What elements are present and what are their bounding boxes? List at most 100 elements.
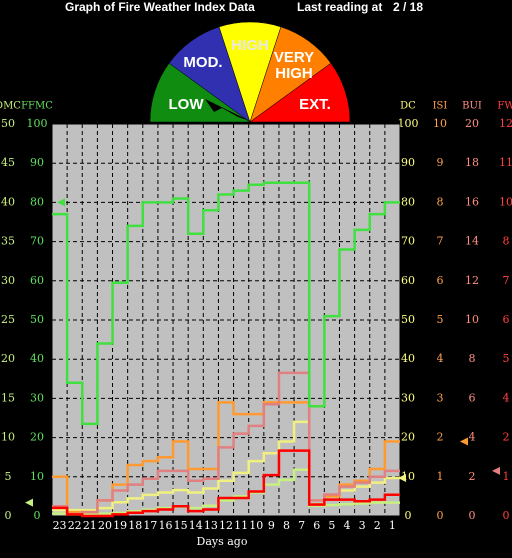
y-tick-label: 4	[503, 391, 510, 404]
y-tick-label: 20	[1, 352, 15, 365]
x-tick-label: 12	[219, 519, 233, 532]
x-tick-label: 11	[234, 519, 248, 532]
y-tick-label: 7	[437, 235, 444, 248]
y-tick-label: 8	[469, 352, 476, 365]
y-tick-label: 70	[401, 235, 415, 248]
x-tick-label: 2	[374, 519, 381, 532]
y-tick-label: 80	[401, 195, 415, 208]
y-tick-label: 20	[401, 431, 415, 444]
last-value-marker	[492, 466, 500, 475]
x-tick-label: 4	[344, 519, 351, 532]
y-tick-label: 6	[437, 274, 444, 287]
axis-title: ISI	[433, 101, 448, 112]
y-tick-label: 10	[433, 117, 447, 130]
danger-gauge	[149, 21, 351, 123]
last-reading-label: Last reading at	[297, 0, 382, 14]
y-tick-label: 8	[437, 195, 444, 208]
x-tick-label: 13	[204, 519, 218, 532]
y-tick-label: 3	[437, 391, 444, 404]
last-value-marker	[460, 437, 468, 446]
series-line	[52, 371, 400, 516]
x-tick-label: 20	[98, 519, 112, 532]
y-tick-label: 20	[30, 431, 44, 444]
y-tick-label: 50	[401, 313, 415, 326]
y-tick-label: 35	[1, 235, 15, 248]
y-tick-label: 60	[401, 274, 415, 287]
y-tick-label: 4	[437, 352, 444, 365]
y-tick-label: 14	[465, 235, 479, 248]
y-tick-label: 7	[503, 274, 510, 287]
y-tick-label: 0	[503, 509, 510, 522]
x-tick-label: 22	[68, 519, 82, 532]
y-tick-label: 10	[30, 470, 44, 483]
y-tick-label: 2	[469, 470, 476, 483]
y-tick-label: 5	[5, 470, 12, 483]
last-reading: 2 / 18	[393, 0, 423, 14]
y-tick-label: 6	[469, 391, 476, 404]
y-tick-label: 1	[437, 470, 444, 483]
x-tick-label: 1	[389, 519, 396, 532]
gauge-label: EXT.	[299, 96, 331, 113]
gauge-segment	[249, 62, 351, 123]
y-tick-label: 70	[30, 235, 44, 248]
y-tick-label: 50	[1, 117, 15, 130]
x-tick-label: 14	[189, 519, 203, 532]
x-tick-label: 18	[128, 519, 142, 532]
x-tick-label: 5	[328, 519, 335, 532]
y-tick-label: 12	[499, 117, 512, 130]
y-tick-label: 18	[465, 156, 479, 169]
x-tick-label: 16	[158, 519, 172, 532]
x-tick-label: 6	[313, 519, 320, 532]
y-tick-label: 4	[469, 431, 476, 444]
axis-title: DMC	[0, 101, 21, 112]
x-tick-label: 19	[113, 519, 127, 532]
axis-title: FW	[497, 101, 512, 112]
x-axis-title: Days ago	[197, 535, 248, 548]
axis-title: DC	[400, 101, 416, 112]
y-tick-label: 9	[437, 156, 444, 169]
y-tick-label: 10	[499, 195, 512, 208]
plot-border	[51, 123, 401, 517]
y-tick-label: 30	[30, 391, 44, 404]
y-tick-label: 80	[30, 195, 44, 208]
y-tick-label: 40	[1, 195, 15, 208]
y-tick-label: 5	[437, 313, 444, 326]
y-tick-label: 90	[30, 156, 44, 169]
y-tick-label: 0	[5, 509, 12, 522]
x-tick-label: 7	[298, 519, 305, 532]
last-value-marker	[57, 198, 65, 207]
y-tick-label: 12	[465, 274, 479, 287]
y-tick-label: 40	[401, 352, 415, 365]
y-tick-label: 1	[503, 470, 510, 483]
y-tick-label: 2	[437, 431, 444, 444]
y-tick-label: 20	[465, 117, 479, 130]
y-tick-label: 50	[30, 313, 44, 326]
y-tick-label: 0	[34, 509, 41, 522]
x-tick-label: 23	[53, 519, 67, 532]
gauge-label: MOD.	[183, 54, 222, 71]
y-tick-label: 15	[1, 391, 15, 404]
x-tick-label: 9	[268, 519, 275, 532]
y-tick-label: 11	[499, 156, 512, 169]
axis-title: FFMC	[21, 101, 53, 112]
y-tick-label: 30	[1, 274, 15, 287]
y-tick-label: 0	[469, 509, 476, 522]
x-tick-label: 3	[359, 519, 366, 532]
series-line	[52, 449, 400, 518]
gauge-label: VERY	[274, 49, 314, 66]
y-tick-label: 0	[437, 509, 444, 522]
y-tick-label: 5	[503, 352, 510, 365]
y-tick-label: 10	[465, 313, 479, 326]
x-tick-label: 21	[83, 519, 97, 532]
last-value-marker	[25, 498, 33, 507]
y-tick-label: 6	[503, 313, 510, 326]
gauge-needle	[205, 99, 250, 121]
x-tick-label: 17	[143, 519, 157, 532]
y-tick-label: 25	[1, 313, 15, 326]
y-tick-label: 8	[503, 235, 510, 248]
y-tick-label: 90	[401, 156, 415, 169]
x-tick-label: 15	[174, 519, 188, 532]
axis-title: BUI	[462, 101, 482, 112]
last-value-marker	[398, 473, 406, 482]
